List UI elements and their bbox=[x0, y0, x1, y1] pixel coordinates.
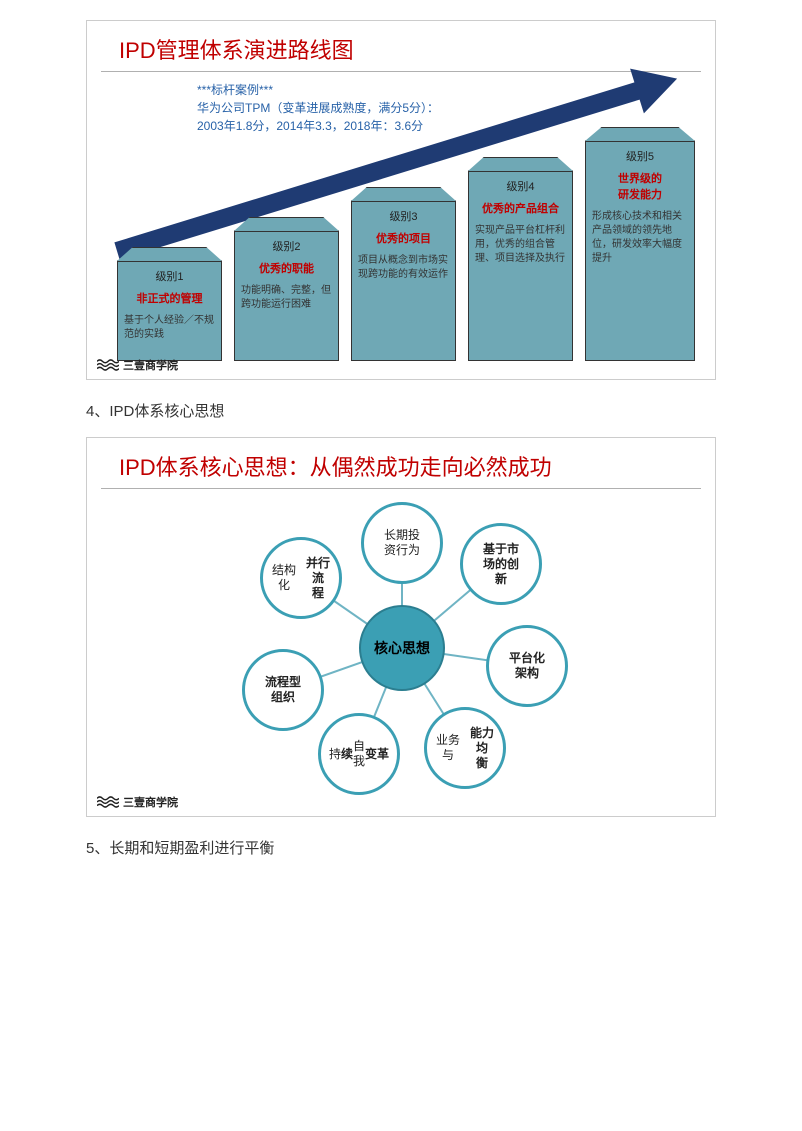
benchmark-text: ***标杆案例*** 华为公司TPM（变革进展成熟度，满分5分）： 2003年1… bbox=[197, 81, 439, 135]
bar-roof-1 bbox=[117, 247, 222, 261]
idea-node-3: 平台化架构 bbox=[486, 625, 568, 707]
bar-desc: 基于个人经验／不规范的实践 bbox=[118, 310, 221, 346]
core-idea-panel: IPD体系核心思想：从偶然成功走向必然成功 核心思想 长期投资行为基于市场的创新平… bbox=[86, 437, 716, 817]
idea-node-5: 持续自我变革 bbox=[318, 713, 400, 795]
wave-icon bbox=[97, 358, 119, 372]
benchmark-l1: ***标杆案例*** bbox=[197, 81, 439, 99]
bar-level-label: 级别3 bbox=[352, 202, 455, 224]
idea-node-7: 结构化并行流程 bbox=[260, 537, 342, 619]
panel1-title: IPD管理体系演进路线图 bbox=[101, 21, 701, 72]
center-node: 核心思想 bbox=[359, 605, 445, 691]
level-bar-1: 级别1非正式的管理基于个人经验／不规范的实践 bbox=[117, 261, 222, 361]
bar-sub-label: 优秀的职能 bbox=[235, 254, 338, 280]
bar-desc: 实现产品平台杠杆利用，优秀的组合管理、项目选择及执行 bbox=[469, 220, 572, 270]
roadmap-panel: IPD管理体系演进路线图 ***标杆案例*** 华为公司TPM（变革进展成熟度，… bbox=[86, 20, 716, 380]
section-4-heading: 4、IPD体系核心思想 bbox=[86, 400, 716, 421]
logo-block: 三壹商学院 bbox=[97, 357, 178, 373]
bar-level-label: 级别1 bbox=[118, 262, 221, 284]
bar-roof-3 bbox=[351, 187, 456, 201]
idea-node-1: 长期投资行为 bbox=[361, 502, 443, 584]
level-bar-3: 级别3优秀的项目项目从概念到市场实现跨功能的有效运作 bbox=[351, 201, 456, 361]
benchmark-l3: 2003年1.8分，2014年3.3，2018年：3.6分 bbox=[197, 117, 439, 135]
level-bar-2: 级别2优秀的职能功能明确、完整，但跨功能运行困难 bbox=[234, 231, 339, 361]
bar-roof-5 bbox=[585, 127, 695, 141]
idea-node-6: 流程型组织 bbox=[242, 649, 324, 731]
bar-sub-label: 优秀的产品组合 bbox=[469, 194, 572, 220]
logo-block-2: 三壹商学院 bbox=[97, 794, 178, 810]
level-bar-5: 级别5世界级的 研发能力形成核心技术和相关产品领域的领先地位，研发效率大幅度提升 bbox=[585, 141, 695, 361]
wave-icon bbox=[97, 795, 119, 809]
logo-text: 三壹商学院 bbox=[123, 357, 178, 373]
bar-level-label: 级别4 bbox=[469, 172, 572, 194]
bar-desc: 功能明确、完整，但跨功能运行困难 bbox=[235, 280, 338, 316]
bar-sub-label: 优秀的项目 bbox=[352, 224, 455, 250]
level-bar-4: 级别4优秀的产品组合实现产品平台杠杆利用，优秀的组合管理、项目选择及执行 bbox=[468, 171, 573, 361]
bar-desc: 项目从概念到市场实现跨功能的有效运作 bbox=[352, 250, 455, 286]
bar-desc: 形成核心技术和相关产品领域的领先地位，研发效率大幅度提升 bbox=[586, 206, 694, 270]
logo-text-2: 三壹商学院 bbox=[123, 794, 178, 810]
idea-node-2: 基于市场的创新 bbox=[460, 523, 542, 605]
bar-level-label: 级别2 bbox=[235, 232, 338, 254]
bar-roof-4 bbox=[468, 157, 573, 171]
bar-sub-label: 世界级的 研发能力 bbox=[586, 164, 694, 206]
bar-sub-label: 非正式的管理 bbox=[118, 284, 221, 310]
panel2-title: IPD体系核心思想：从偶然成功走向必然成功 bbox=[101, 438, 701, 489]
idea-node-4: 业务与能力均衡 bbox=[424, 707, 506, 789]
bar-roof-2 bbox=[234, 217, 339, 231]
benchmark-l2: 华为公司TPM（变革进展成熟度，满分5分）： bbox=[197, 99, 439, 117]
bar-level-label: 级别5 bbox=[586, 142, 694, 164]
section-5-heading: 5、长期和短期盈利进行平衡 bbox=[86, 837, 716, 858]
